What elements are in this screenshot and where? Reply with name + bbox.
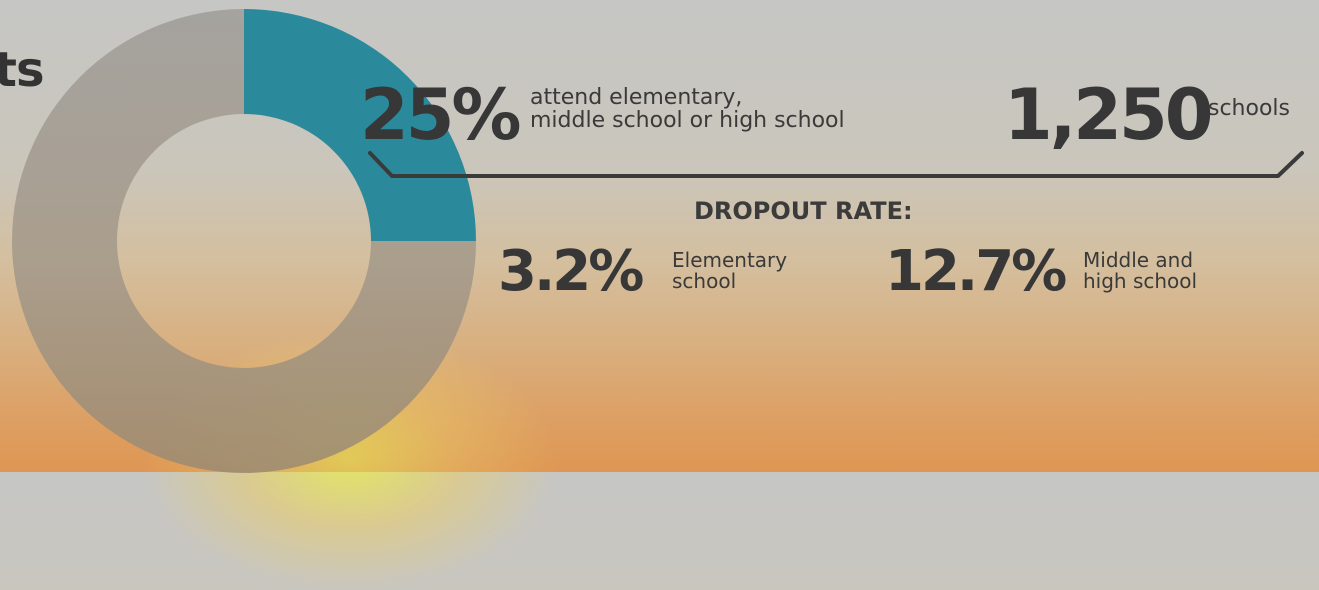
stat-elementary-label-line1: Elementary — [672, 248, 788, 272]
donut-chart — [12, 9, 476, 473]
stat-schools-label: schools — [1208, 96, 1290, 121]
stat-attend-label-line2: middle school or high school — [530, 108, 845, 133]
stat-schools-count: 1,250 — [1004, 74, 1213, 156]
stat-middle-high-rate: 12.7% — [885, 239, 1067, 304]
stat-elementary-rate: 3.2% — [498, 239, 644, 304]
stat-percent-attend: 25% — [360, 74, 522, 156]
stat-middle-high-label: Middle and high school — [1083, 250, 1197, 292]
donut-slice-remainder — [12, 9, 476, 473]
page-title-fragment: ts — [0, 42, 45, 98]
dropout-rate-heading: DROPOUT RATE: — [694, 197, 913, 225]
stat-middle-high-label-line2: high school — [1083, 269, 1198, 293]
donut-slice-highlight — [244, 9, 476, 241]
stat-elementary-label: Elementary school — [672, 250, 787, 292]
stat-middle-high-label-line1: Middle and — [1083, 248, 1194, 272]
stat-attend-label: attend elementary, middle school or high… — [530, 86, 845, 132]
stat-elementary-label-line2: school — [672, 269, 737, 293]
stat-attend-label-line1: attend elementary, — [530, 85, 743, 110]
